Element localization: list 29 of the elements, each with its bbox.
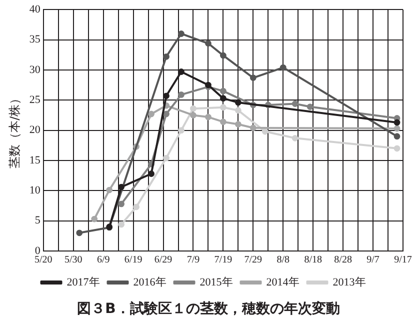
x-tick-label: 9/7 [366,254,380,266]
y-tick-label: 35 [29,34,41,46]
x-tick-label: 5/30 [64,254,82,266]
x-tick-label: 7/9 [186,254,200,266]
x-tick-label: 6/19 [124,254,142,266]
legend-label: 2015年 [200,276,233,288]
y-axis-title: 茎数（本/株） [7,92,22,168]
y-tick-label: 10 [29,184,41,197]
x-tick-label: 5/20 [34,254,52,266]
x-tick-label: 8/18 [304,254,322,266]
x-tick-label: 9/17 [394,254,412,266]
legend-label: 2016年 [133,276,166,288]
text: 図３B．試験区１の茎数，穂数の年次変動 [76,300,341,318]
legend-label: 2013年 [332,276,366,288]
x-tick-label: 7/19 [214,254,232,266]
y-tick-label: 30 [29,64,41,76]
y-tick-label: 25 [29,94,41,106]
y-tick-label: 20 [29,124,41,136]
x-tick-label: 8/8 [276,254,290,266]
y-tick-label: 0 [34,244,41,257]
y-tick-label: 15 [29,154,41,166]
legend-label: 2014年 [266,276,300,288]
legend-label: 2017年 [66,276,100,288]
y-tick-label: 40 [29,3,41,16]
y-tick-label: 5 [34,214,41,227]
x-tick-label: 6/29 [154,254,172,266]
x-tick-label: 8/28 [334,254,352,266]
x-tick-label: 6/9 [96,254,110,266]
x-tick-label: 7/29 [244,254,262,266]
